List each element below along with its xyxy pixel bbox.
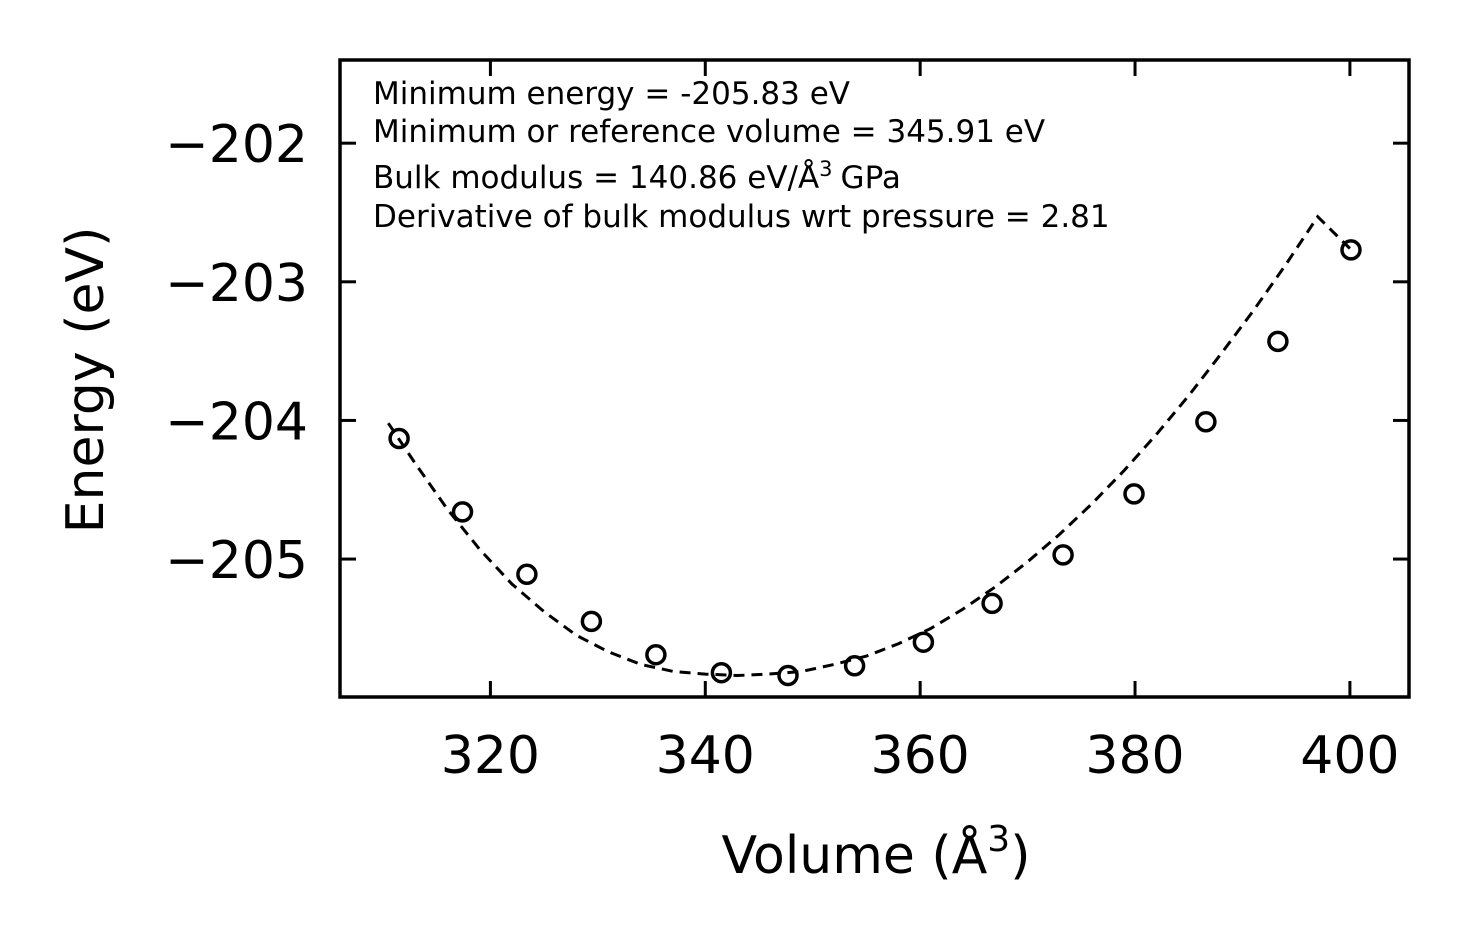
x-axis-label-tail: ) [1010, 826, 1030, 886]
x-tick-label: 320 [441, 726, 540, 786]
tick-labels: 320 340 360 380 400 −202 −203 −204 −205 [165, 115, 1399, 786]
tick-marks [340, 60, 1409, 697]
data-point [777, 664, 799, 687]
x-axis-label: Volume (Å3) [722, 819, 1031, 886]
data-point [1123, 483, 1145, 505]
data-point [451, 501, 474, 523]
y-axis-label: Energy (eV) [56, 227, 116, 534]
x-tick-label: 380 [1085, 726, 1184, 786]
y-tick-label: −202 [165, 115, 308, 175]
x-axis-label-main: Volume (Å [722, 824, 988, 886]
data-point [1052, 544, 1074, 566]
annotation-bulk-modulus-text: Bulk modulus = 140.86 eV/Å [373, 160, 819, 196]
data-point [388, 427, 410, 450]
data-point [516, 563, 538, 586]
plot-frame [338, 58, 1411, 699]
annotation-bulk-derivative: Derivative of bulk modulus wrt pressure … [373, 199, 1110, 235]
fit-curve [387, 214, 1351, 678]
x-tick-label: 360 [871, 726, 970, 786]
data-point [580, 610, 603, 633]
fit-curve-layer [387, 214, 1351, 678]
data-point [1267, 330, 1289, 353]
data-point [1340, 239, 1362, 261]
data-point [912, 631, 935, 653]
x-axis-label-sup: 3 [987, 819, 1010, 860]
data-point [710, 661, 733, 684]
annotation-min-volume: Minimum or reference volume = 345.91 eV [373, 114, 1045, 150]
data-point [843, 655, 866, 677]
annotation-min-energy: Minimum energy = -205.83 eV [373, 76, 850, 112]
y-tick-label: −205 [165, 531, 308, 591]
annotation-bulk-modulus-sup: 3 [819, 157, 832, 181]
annotation-box: Minimum energy = -205.83 eV Minimum or r… [373, 76, 1110, 235]
annotation-bulk-modulus: Bulk modulus = 140.86 eV/Å3 GPa [373, 157, 901, 196]
data-point [1195, 411, 1217, 433]
y-tick-label: −203 [165, 254, 308, 314]
annotation-bulk-modulus-unit: GPa [841, 160, 901, 196]
x-tick-label: 340 [656, 726, 755, 786]
y-tick-label: −204 [165, 392, 308, 452]
data-points-layer [388, 239, 1362, 687]
x-tick-label: 400 [1300, 726, 1399, 786]
data-point [645, 643, 667, 666]
data-point [981, 592, 1003, 615]
